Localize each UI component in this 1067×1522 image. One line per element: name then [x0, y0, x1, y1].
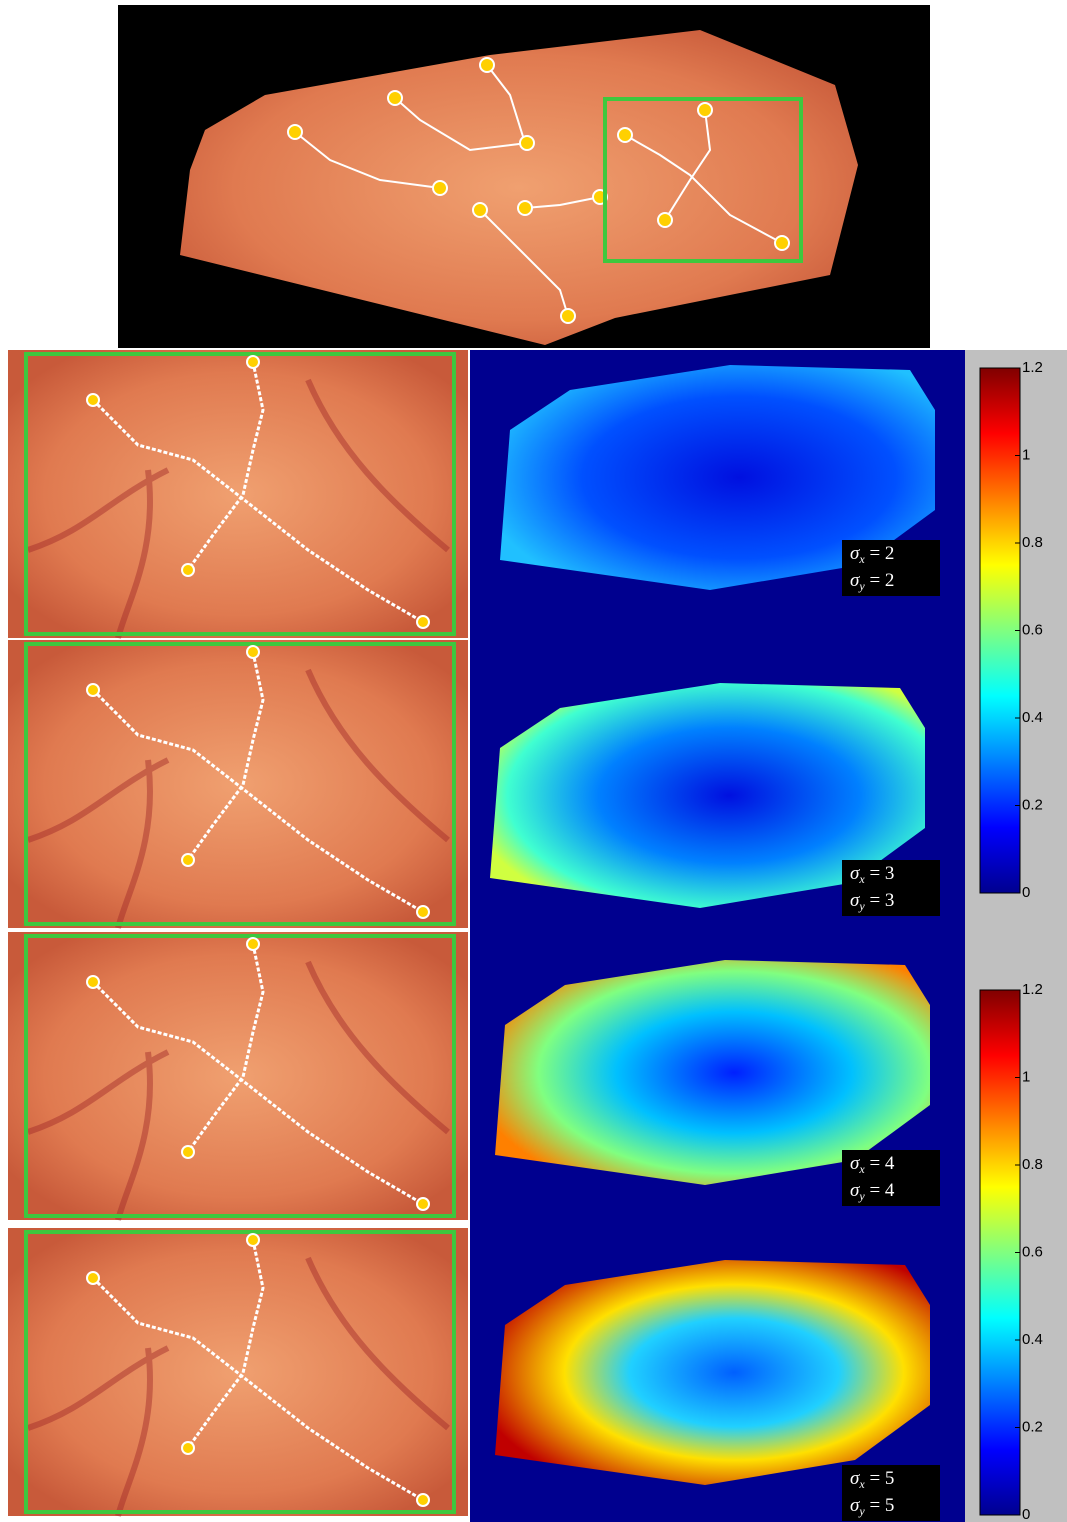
colorbar	[980, 990, 1020, 1515]
sigma-value: = 2	[865, 543, 895, 564]
sigma-label: σx = 4	[850, 1153, 895, 1175]
colorbar-tick-label: 0.6	[1022, 621, 1043, 638]
sigma-label: σy = 5	[850, 1495, 894, 1517]
colorbar-tick-label: 0.8	[1022, 534, 1043, 551]
sigma-label: σx = 5	[850, 1468, 894, 1490]
sigma-value: = 5	[865, 1468, 895, 1489]
colorbar-tick-label: 1	[1022, 446, 1030, 463]
sigma-value: = 2	[865, 570, 895, 591]
colorbar-tick-label: 0.4	[1022, 1331, 1043, 1348]
colorbar-tick-label: 0	[1022, 884, 1030, 901]
colorbar-tick-label: 0.6	[1022, 1243, 1043, 1260]
sigma-value: = 3	[865, 863, 895, 884]
colorbar-tick-label: 0.8	[1022, 1156, 1043, 1173]
sigma-label: σy = 3	[850, 890, 894, 912]
sigma-label: σx = 3	[850, 863, 894, 885]
sigma-value: = 4	[865, 1153, 895, 1174]
sigma-value: = 5	[865, 1495, 895, 1516]
colorbar-tick-label: 0.4	[1022, 709, 1043, 726]
zoom-panel	[8, 1228, 468, 1516]
zoom-panel	[8, 350, 468, 638]
heatmap	[495, 1260, 930, 1485]
sigma-value: = 4	[865, 1180, 895, 1201]
sigma-value: = 3	[865, 890, 895, 911]
sigma-label: σx = 2	[850, 543, 894, 565]
zoom-panel	[8, 640, 468, 928]
colorbar-tick-label: 1.2	[1022, 359, 1043, 376]
zoom-panel	[8, 932, 468, 1220]
colorbar-tick-label: 0.2	[1022, 796, 1043, 813]
sigma-label: σy = 2	[850, 570, 894, 592]
colorbar	[980, 368, 1020, 893]
colorbar-tick-label: 1	[1022, 1068, 1030, 1085]
colorbar-tick-label: 0	[1022, 1506, 1030, 1522]
colorbar-tick-label: 1.2	[1022, 981, 1043, 998]
figure: 0 0.2 0.4 0.6 0.8 1 1.2 0 0.2 0.4 0.6 0.8 1 1.2 σx = 2…	[0, 0, 1067, 1522]
colorbar-tick-label: 0.2	[1022, 1418, 1043, 1435]
sigma-label: σy = 4	[850, 1180, 895, 1202]
